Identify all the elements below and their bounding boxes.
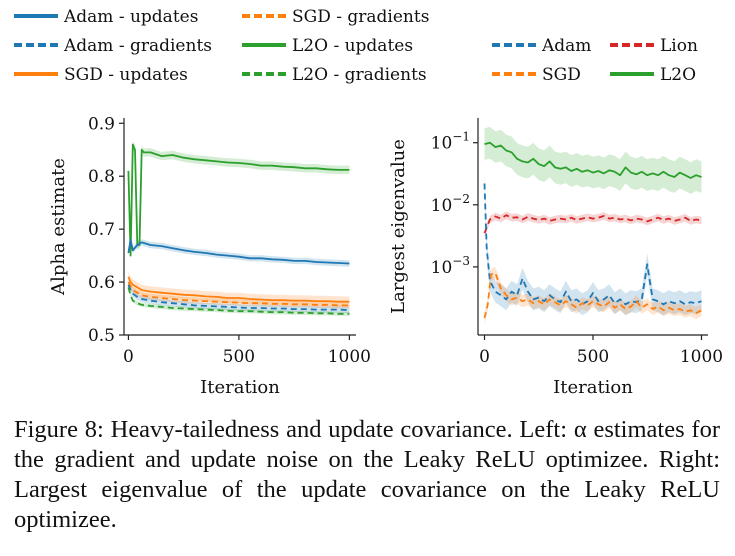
legend-item-sgd-updates: SGD - updates [14, 65, 188, 85]
left-chart: 0 500 1000 0.5 0.6 0.7 0.8 0.9 Iteration Alpha es… [48, 114, 371, 398]
figure-caption: Figure 8: Heavy-tailedness and update co… [14, 416, 720, 533]
legend-swatch [610, 42, 654, 47]
legend-swatch [242, 71, 286, 76]
legend-item-sgd-gradients: SGD - gradients [242, 7, 429, 27]
legend-label: SGD [542, 65, 581, 85]
band-lion [484, 211, 702, 237]
legend-item-l2o-updates: L2O - updates [242, 36, 413, 56]
y-tick-label: 0.8 [88, 167, 115, 187]
y-axis-label: Largest eigenvalue [388, 139, 409, 314]
x-tick-label: 1000 [328, 347, 371, 367]
legend-swatch [492, 71, 536, 76]
legend-label: Adam - gradients [64, 36, 212, 56]
legend-label: L2O [660, 65, 697, 85]
x-tick-label: 500 [577, 347, 609, 367]
x-tick-label: 0 [123, 347, 134, 367]
y-tick-label: 0.6 [88, 273, 115, 293]
band-l2o-updates [128, 140, 350, 260]
y-tick-label: 10−1 [431, 130, 470, 154]
series-adam [483, 183, 702, 306]
figure: 0 500 1000 0.5 0.6 0.7 0.8 0.9 Iteration Alpha es… [48, 114, 723, 398]
series-sgd-gradients [127, 281, 350, 307]
series-sgd-updates [127, 276, 350, 303]
legend-swatch [14, 13, 58, 18]
legend-label: L2O - updates [292, 36, 414, 56]
legend-label: Adam - updates [64, 7, 199, 27]
legend-swatch [242, 42, 286, 47]
y-axis-label: Alpha estimate [48, 158, 69, 296]
band-adam-gradients [128, 281, 350, 314]
band-sgd-updates [128, 271, 350, 307]
legend-label: L2O - gradients [292, 65, 427, 85]
y-tick-label: 10−2 [431, 192, 470, 216]
legend-item-lion: Lion [610, 36, 698, 56]
legend-item-sgd: SGD [492, 65, 581, 85]
legend-swatch [14, 42, 58, 47]
series-l2o-gradients [127, 287, 350, 315]
x-tick-label: 0 [479, 347, 490, 367]
x-tick-label: 1000 [680, 347, 723, 367]
legend-swatch [14, 71, 58, 76]
legend-label: Adam [542, 36, 592, 56]
y-tick-label: 0.5 [88, 326, 115, 346]
band-adam-updates [128, 236, 350, 267]
legend-label: SGD - updates [64, 65, 188, 85]
series-l2o [484, 141, 702, 179]
x-axis-label: Iteration [200, 377, 280, 398]
legend-swatch [492, 42, 536, 47]
legend-item-adam-updates: Adam - updates [14, 7, 198, 27]
band-l2o [484, 126, 702, 194]
y-tick-label: 10−3 [431, 254, 470, 278]
legend-label: SGD - gradients [292, 7, 430, 27]
y-tick-label: 0.7 [88, 220, 115, 240]
y-tick-label: 0.9 [88, 114, 115, 134]
legend-item-adam: Adam [492, 36, 591, 56]
plot-area [127, 140, 350, 316]
series-lion [483, 214, 702, 234]
legend-item-l2o-gradients: L2O - gradients [242, 65, 427, 85]
x-axis-label: Iteration [553, 377, 633, 398]
series-adam-gradients [127, 284, 350, 311]
series-adam-updates [127, 238, 350, 265]
right-chart: 0 500 1000 10−3 10−2 10−1 Iteration Largest eig… [388, 118, 723, 398]
legend-item-l2o: L2O [610, 65, 696, 85]
series-sgd [483, 272, 702, 319]
legend-item-adam-gradients: Adam - gradients [14, 36, 212, 56]
band-sgd [484, 266, 702, 325]
legend-label: Lion [660, 36, 698, 56]
legend-swatch [610, 71, 654, 76]
x-tick-label: 500 [223, 347, 255, 367]
plot-area [483, 126, 702, 325]
legend-swatch [242, 13, 286, 18]
